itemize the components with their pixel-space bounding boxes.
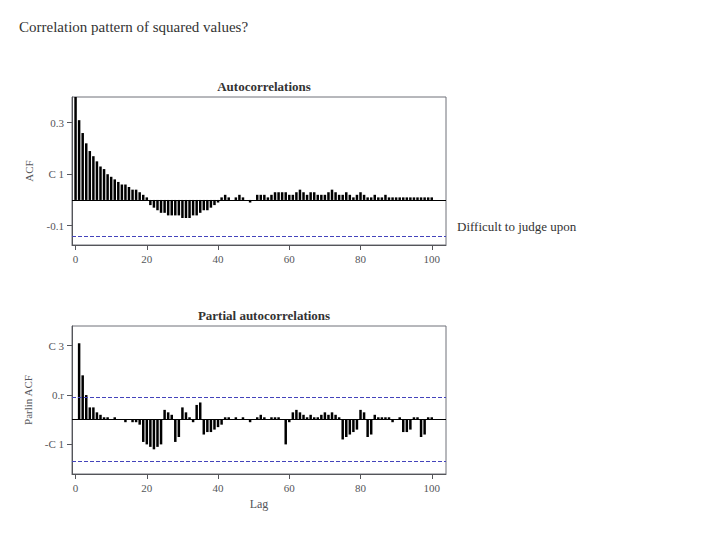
svg-text:C 1: C 1 (48, 168, 64, 180)
svg-text:-0.1: -0.1 (47, 220, 64, 232)
svg-text:Autocorrelations: Autocorrelations (217, 79, 311, 94)
svg-text:0: 0 (73, 482, 79, 494)
svg-text:Parlin ACF: Parlin ACF (22, 375, 34, 425)
svg-text:Partial autocorrelations: Partial autocorrelations (198, 308, 330, 323)
svg-text:40: 40 (213, 253, 225, 265)
svg-text:Difficult to judge upon: Difficult to judge upon (457, 219, 577, 234)
svg-text:60: 60 (284, 253, 296, 265)
svg-text:-C 1: -C 1 (45, 438, 64, 450)
svg-text:40: 40 (213, 482, 225, 494)
svg-text:Correlation pattern of squared: Correlation pattern of squared values? (19, 19, 248, 35)
svg-text:20: 20 (141, 482, 153, 494)
svg-text:0: 0 (73, 253, 79, 265)
svg-text:100: 100 (424, 253, 441, 265)
svg-text:0.r: 0.r (52, 389, 64, 401)
svg-text:80: 80 (355, 253, 367, 265)
svg-text:80: 80 (355, 482, 367, 494)
svg-text:Lag: Lag (250, 497, 269, 511)
svg-text:ACF: ACF (23, 160, 35, 181)
svg-text:60: 60 (284, 482, 296, 494)
svg-text:100: 100 (424, 482, 441, 494)
svg-text:20: 20 (141, 253, 153, 265)
svg-text:0.3: 0.3 (50, 117, 64, 129)
svg-text:C 3: C 3 (48, 340, 64, 352)
